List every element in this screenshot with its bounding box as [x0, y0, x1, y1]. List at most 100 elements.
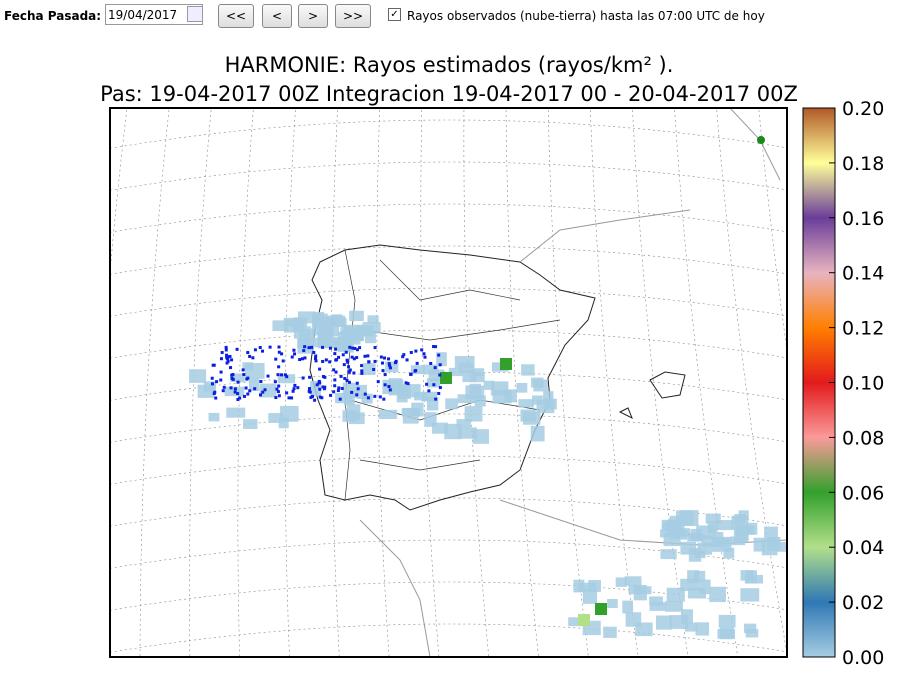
- patch: [693, 570, 706, 582]
- map-area: [0, 100, 787, 670]
- meridian: [284, 108, 296, 657]
- meridian: [237, 108, 254, 657]
- strike: [276, 373, 280, 377]
- patch: [268, 413, 284, 423]
- patch: [663, 532, 681, 547]
- patch: [297, 311, 316, 324]
- meridian: [40, 100, 86, 670]
- colorbar-tick-label: 0.16: [842, 208, 884, 230]
- patch: [208, 412, 220, 422]
- button-first[interactable]: <<: [218, 4, 254, 28]
- strike: [277, 345, 281, 349]
- meridian: [376, 108, 390, 657]
- parallel: [110, 161, 787, 191]
- title-line1: HARMONIE: Rayos estimados (rayos/km² ).: [225, 53, 674, 77]
- strike: [213, 390, 217, 394]
- checkbox[interactable]: ✓: [388, 8, 401, 21]
- patch: [695, 622, 710, 636]
- patch: [365, 332, 376, 344]
- strike: [303, 356, 307, 360]
- patch-strong: [500, 358, 512, 370]
- patch: [687, 570, 700, 584]
- patch: [504, 389, 517, 403]
- strike: [420, 348, 424, 352]
- strike: [318, 395, 322, 399]
- strike: [246, 351, 250, 355]
- strike: [338, 397, 342, 401]
- patch: [277, 374, 296, 384]
- checkbox-label[interactable]: Rayos observados (nube-tierra) hasta las…: [407, 9, 765, 23]
- strike: [383, 383, 387, 387]
- strike: [334, 358, 338, 362]
- patch-strong: [595, 603, 607, 615]
- strike: [290, 396, 294, 400]
- strike: [438, 373, 442, 377]
- strike: [307, 387, 311, 391]
- patch: [259, 383, 277, 398]
- strike: [230, 373, 234, 377]
- strike: [363, 354, 367, 358]
- patch: [457, 394, 477, 404]
- strike: [314, 359, 318, 363]
- strike: [231, 377, 235, 381]
- patch: [367, 315, 379, 324]
- strike: [273, 380, 277, 384]
- strike: [337, 386, 341, 390]
- patch: [471, 372, 485, 383]
- strike: [230, 358, 234, 362]
- strike: [220, 351, 224, 355]
- strike: [340, 386, 344, 390]
- patch: [458, 362, 474, 373]
- strike: [323, 385, 327, 389]
- strike: [328, 346, 332, 350]
- patch: [347, 404, 361, 420]
- strike: [251, 356, 255, 360]
- strike: [303, 345, 307, 349]
- strike: [236, 392, 240, 396]
- strike: [285, 375, 289, 379]
- strike: [307, 389, 311, 393]
- patch: [518, 399, 534, 408]
- patch: [715, 520, 734, 531]
- patch: [520, 409, 536, 422]
- patch: [655, 615, 672, 630]
- strike: [352, 371, 356, 375]
- button-last[interactable]: >>: [335, 4, 371, 28]
- button-prev[interactable]: <: [262, 4, 292, 28]
- patch: [688, 587, 707, 599]
- strike: [351, 346, 355, 350]
- patch: [410, 365, 425, 375]
- strike: [226, 357, 230, 361]
- strike: [333, 384, 337, 388]
- button-next[interactable]: >: [298, 4, 328, 28]
- patch: [530, 425, 545, 442]
- colorbar-tick-label: 0.02: [842, 592, 884, 614]
- strike: [296, 386, 300, 390]
- calendar-icon[interactable]: [187, 6, 203, 22]
- strike: [388, 366, 392, 370]
- meridian: [0, 100, 44, 670]
- patch: [342, 382, 359, 398]
- strike: [355, 356, 359, 360]
- strike: [355, 381, 359, 385]
- strike: [280, 352, 284, 356]
- strike: [258, 346, 262, 350]
- strike: [320, 396, 324, 400]
- strike: [344, 350, 348, 354]
- patch: [436, 352, 447, 367]
- strike: [341, 353, 345, 357]
- patch: [582, 588, 598, 604]
- strike: [387, 357, 391, 361]
- colorbar-tick-label: 0.18: [842, 153, 884, 175]
- strike: [402, 353, 406, 357]
- strike: [378, 395, 382, 399]
- strike: [432, 345, 436, 349]
- patch: [690, 528, 702, 541]
- strike: [336, 389, 340, 393]
- patch: [666, 587, 685, 602]
- strike: [313, 356, 317, 360]
- patch: [272, 320, 289, 332]
- patch: [349, 310, 364, 322]
- patch: [362, 363, 376, 376]
- strike: [360, 364, 364, 368]
